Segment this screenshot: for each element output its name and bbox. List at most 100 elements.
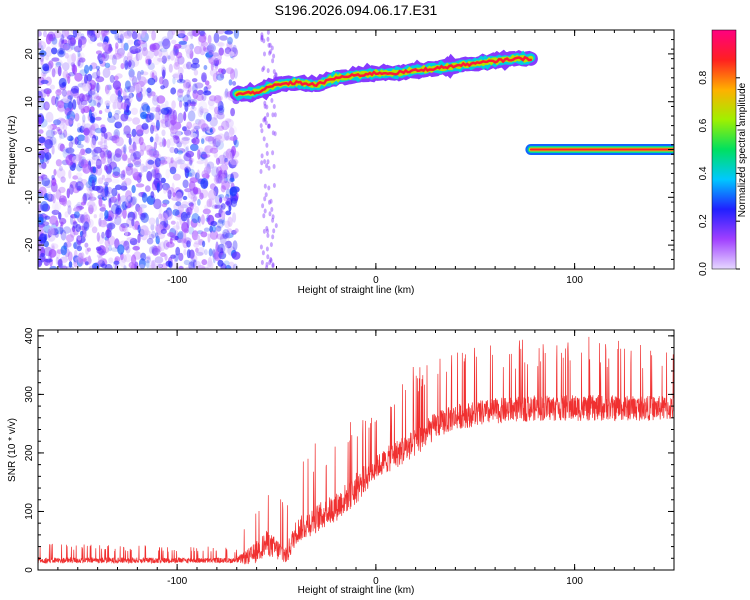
noise-blob	[183, 249, 186, 255]
noise-blob	[264, 104, 267, 109]
noise-blob	[52, 194, 56, 204]
noise-blob	[105, 100, 111, 106]
noise-blob	[188, 111, 196, 122]
noise-blob	[73, 28, 78, 38]
noise-blob	[161, 130, 165, 137]
noise-blob	[191, 100, 195, 109]
noise-blob	[110, 28, 118, 34]
noise-blob	[92, 179, 95, 190]
noise-blob	[130, 155, 134, 160]
noise-blob	[72, 156, 79, 163]
noise-blob	[184, 147, 189, 157]
noise-blob	[217, 260, 223, 267]
noise-blob	[194, 241, 203, 245]
noise-blob	[72, 64, 76, 74]
colorbar: 0.00.20.40.60.8 Normalized spectral ampl…	[698, 30, 748, 276]
noise-blob	[131, 218, 134, 226]
noise-blob	[111, 247, 120, 252]
noise-blob	[47, 192, 51, 199]
noise-blob	[68, 170, 71, 179]
noise-blob	[89, 109, 92, 118]
noise-blob	[96, 186, 104, 193]
noise-blob	[63, 226, 71, 234]
noise-blob	[73, 207, 80, 211]
noise-blob	[129, 197, 134, 208]
noise-blob	[157, 58, 164, 62]
noise-blob	[79, 256, 84, 266]
noise-blob	[40, 58, 43, 65]
noise-blob	[52, 68, 56, 77]
noise-blob	[198, 222, 201, 226]
noise-blob	[184, 130, 191, 136]
noise-blob	[81, 108, 86, 113]
noise-blob	[39, 161, 47, 168]
noise-blob	[38, 113, 44, 124]
noise-blob	[208, 136, 215, 144]
noise-blob	[105, 229, 112, 238]
noise-blob	[149, 218, 156, 226]
noise-blob	[160, 160, 168, 165]
noise-blob	[155, 133, 159, 142]
noise-blob	[46, 90, 50, 97]
noise-blob	[271, 150, 274, 155]
noise-blob	[77, 135, 85, 142]
noise-blob	[67, 205, 71, 215]
noise-blob	[162, 263, 168, 271]
noise-blob	[267, 30, 270, 35]
noise-blob	[218, 194, 224, 198]
noise-blob	[77, 144, 84, 148]
noise-blob	[229, 127, 235, 136]
noise-blob	[152, 248, 161, 255]
noise-blob	[140, 164, 145, 173]
noise-blob	[268, 51, 271, 56]
noise-blob	[142, 104, 150, 112]
noise-blob	[183, 180, 189, 189]
noise-blob	[104, 182, 109, 186]
noise-blob	[121, 63, 125, 69]
noise-blob	[260, 245, 263, 250]
noise-blob	[89, 125, 95, 135]
y-tick-label: -20	[24, 237, 35, 252]
noise-blob	[146, 171, 152, 181]
noise-blob	[38, 129, 43, 134]
noise-blob	[204, 158, 207, 168]
noise-blob	[179, 139, 188, 146]
noise-blob	[230, 69, 235, 80]
noise-blob	[162, 69, 165, 79]
noise-blob	[115, 42, 118, 49]
noise-blob	[87, 201, 95, 208]
noise-blob	[96, 84, 101, 91]
noise-blob	[77, 188, 80, 192]
noise-blob	[43, 31, 47, 37]
noise-blob	[98, 251, 107, 256]
noise-blob	[172, 183, 175, 193]
noise-blob	[233, 240, 238, 250]
noise-blob	[162, 203, 167, 207]
x-tick-label: -100	[167, 576, 187, 587]
noise-blob	[271, 234, 274, 239]
noise-blob	[36, 31, 42, 37]
noise-blob	[38, 217, 44, 225]
noise-blob	[270, 98, 273, 103]
noise-blob	[212, 63, 218, 67]
noise-blob	[105, 90, 110, 96]
noise-blob	[136, 193, 142, 197]
noise-blob	[142, 86, 147, 96]
noise-blob	[186, 206, 191, 214]
noise-blob	[181, 212, 188, 222]
noise-blob	[129, 149, 134, 153]
noise-blob	[227, 174, 235, 184]
noise-blob	[266, 151, 269, 156]
noise-blob	[191, 63, 200, 69]
noise-blob	[96, 247, 102, 251]
noise-blob	[50, 85, 55, 90]
noise-blob	[101, 204, 105, 210]
noise-blob	[173, 174, 181, 181]
noise-blob	[94, 214, 97, 218]
noise-blob	[142, 123, 149, 130]
spectrogram-x-label: Height of straight line (km)	[298, 285, 415, 296]
noise-blob	[104, 139, 108, 149]
noise-blob	[170, 87, 176, 94]
noise-blob	[197, 199, 201, 206]
